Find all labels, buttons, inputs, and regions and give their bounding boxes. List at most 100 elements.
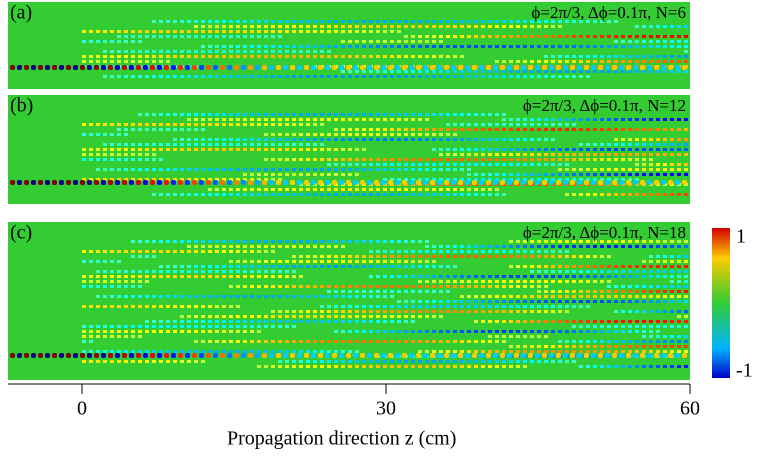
field-pattern xyxy=(313,260,317,263)
field-pattern xyxy=(131,143,135,146)
field-pattern xyxy=(614,290,618,293)
field-pattern xyxy=(264,30,268,33)
field-pattern xyxy=(89,280,93,283)
field-pattern xyxy=(220,180,225,185)
field-pattern xyxy=(439,158,443,161)
field-pattern xyxy=(670,275,674,278)
field-pattern xyxy=(670,340,674,343)
field-pattern xyxy=(439,128,443,131)
field-pattern xyxy=(362,340,366,343)
field-pattern xyxy=(355,255,359,258)
field-pattern xyxy=(649,35,653,38)
field-pattern xyxy=(278,275,282,278)
field-pattern xyxy=(173,240,177,243)
field-pattern xyxy=(558,305,562,308)
field-pattern xyxy=(493,65,498,70)
field-pattern xyxy=(460,285,464,288)
field-pattern xyxy=(495,188,499,191)
field-pattern xyxy=(369,275,373,278)
field-pattern xyxy=(446,360,450,363)
field-pattern xyxy=(488,280,492,283)
field-pattern xyxy=(593,118,597,121)
field-pattern xyxy=(383,163,387,166)
field-pattern xyxy=(222,25,226,28)
field-pattern xyxy=(481,45,485,48)
field-pattern xyxy=(446,285,450,288)
field-pattern xyxy=(439,138,443,141)
field-pattern xyxy=(178,65,183,70)
field-pattern xyxy=(467,305,471,308)
field-pattern xyxy=(516,300,520,303)
field-pattern xyxy=(593,143,597,146)
field-pattern xyxy=(222,148,226,151)
field-pattern xyxy=(663,335,667,338)
field-pattern xyxy=(425,305,429,308)
field-pattern xyxy=(675,180,680,185)
field-pattern xyxy=(544,350,548,353)
field-pattern xyxy=(299,365,303,368)
field-pattern xyxy=(383,40,387,43)
field-pattern xyxy=(481,128,485,131)
field-pattern xyxy=(572,280,576,283)
field-pattern xyxy=(138,295,142,298)
field-pattern xyxy=(369,55,373,58)
field-pattern xyxy=(376,138,380,141)
field-pattern xyxy=(453,330,457,333)
field-pattern xyxy=(327,75,331,78)
field-pattern xyxy=(388,65,393,70)
field-pattern xyxy=(572,148,576,151)
field-pattern xyxy=(362,330,366,333)
field-pattern xyxy=(152,158,156,161)
field-pattern xyxy=(145,75,149,78)
field-pattern xyxy=(411,70,415,73)
field-pattern xyxy=(117,60,121,63)
field-pattern xyxy=(474,250,478,253)
field-pattern xyxy=(402,65,407,70)
field-pattern xyxy=(647,180,652,185)
field-pattern xyxy=(509,245,513,248)
field-pattern xyxy=(572,245,576,248)
field-pattern xyxy=(404,188,408,191)
field-pattern xyxy=(607,325,611,328)
field-pattern xyxy=(10,353,15,358)
field-pattern xyxy=(516,173,520,176)
field-pattern xyxy=(194,118,198,121)
field-pattern xyxy=(208,35,212,38)
field-pattern xyxy=(502,335,506,338)
field-pattern xyxy=(355,295,359,298)
field-pattern xyxy=(369,260,373,263)
field-pattern xyxy=(523,45,527,48)
field-pattern xyxy=(642,285,646,288)
field-pattern xyxy=(439,310,443,313)
field-pattern xyxy=(425,188,429,191)
field-pattern xyxy=(250,138,254,141)
field-pattern xyxy=(215,240,219,243)
field-pattern xyxy=(110,123,114,126)
field-pattern xyxy=(670,70,674,73)
field-pattern xyxy=(136,65,141,70)
field-pattern xyxy=(446,265,450,268)
field-pattern xyxy=(257,75,261,78)
field-pattern xyxy=(614,153,618,156)
field-pattern xyxy=(320,148,324,151)
field-pattern xyxy=(404,70,408,73)
field-pattern xyxy=(306,188,310,191)
field-pattern xyxy=(446,350,450,353)
field-pattern xyxy=(418,265,422,268)
field-pattern xyxy=(285,55,289,58)
field-pattern xyxy=(649,173,653,176)
field-pattern xyxy=(173,55,177,58)
field-pattern xyxy=(390,133,394,136)
field-pattern xyxy=(94,65,99,70)
field-pattern xyxy=(159,240,163,243)
field-pattern xyxy=(152,295,156,298)
field-pattern xyxy=(250,35,254,38)
field-pattern xyxy=(157,180,162,185)
field-pattern xyxy=(404,250,408,253)
field-pattern xyxy=(222,168,226,171)
field-pattern xyxy=(544,25,548,28)
field-pattern xyxy=(418,133,422,136)
field-pattern xyxy=(593,300,597,303)
field-pattern xyxy=(579,265,583,268)
x-axis-label: Propagation direction z (cm) xyxy=(227,428,456,450)
